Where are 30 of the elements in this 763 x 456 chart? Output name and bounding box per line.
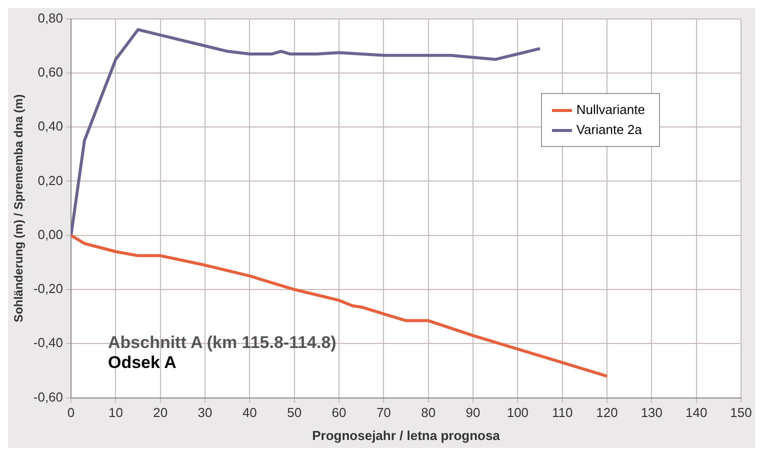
annotation: Odsek A xyxy=(108,353,178,373)
x-tick-label: 90 xyxy=(466,405,480,420)
x-tick-label: 30 xyxy=(198,405,212,420)
x-tick-label: 0 xyxy=(67,405,75,420)
y-tick-label: 0,60 xyxy=(38,64,64,80)
y-tick-label: -0,60 xyxy=(33,389,64,404)
x-tick-label: 130 xyxy=(640,405,663,420)
annotation: Abschnitt A (km 115.8-114.8) xyxy=(108,333,336,353)
y-tick-label: 0,80 xyxy=(38,10,64,26)
y-tick-label: 0,40 xyxy=(38,118,64,134)
x-tick-label: 120 xyxy=(596,405,618,420)
x-tick-label: 10 xyxy=(108,405,123,420)
x-tick-label: 140 xyxy=(685,405,708,420)
x-tick-label: 150 xyxy=(730,405,752,420)
x-tick-label: 80 xyxy=(421,405,436,420)
legend-label: Variante 2a xyxy=(576,121,642,139)
x-tick-label: 110 xyxy=(552,405,573,420)
x-axis-title: Prognosejahr / letna prognosa xyxy=(312,428,501,443)
x-tick-label: 100 xyxy=(506,405,529,420)
y-tick-label: -0,40 xyxy=(33,335,64,350)
legend-label: Nullvariante xyxy=(576,101,645,119)
y-tick-label: 0,20 xyxy=(38,172,64,188)
x-tick-label: 70 xyxy=(376,405,391,420)
x-tick-label: 60 xyxy=(332,405,346,420)
y-axis-title: Sohländerung (m) / Sprememba dna (m) xyxy=(12,94,26,322)
y-tick-label: -0,20 xyxy=(33,281,64,296)
x-tick-label: 40 xyxy=(242,405,257,420)
x-tick-label: 20 xyxy=(153,405,168,420)
y-tick-label: 0,00 xyxy=(38,226,64,242)
x-tick-label: 50 xyxy=(287,405,302,420)
